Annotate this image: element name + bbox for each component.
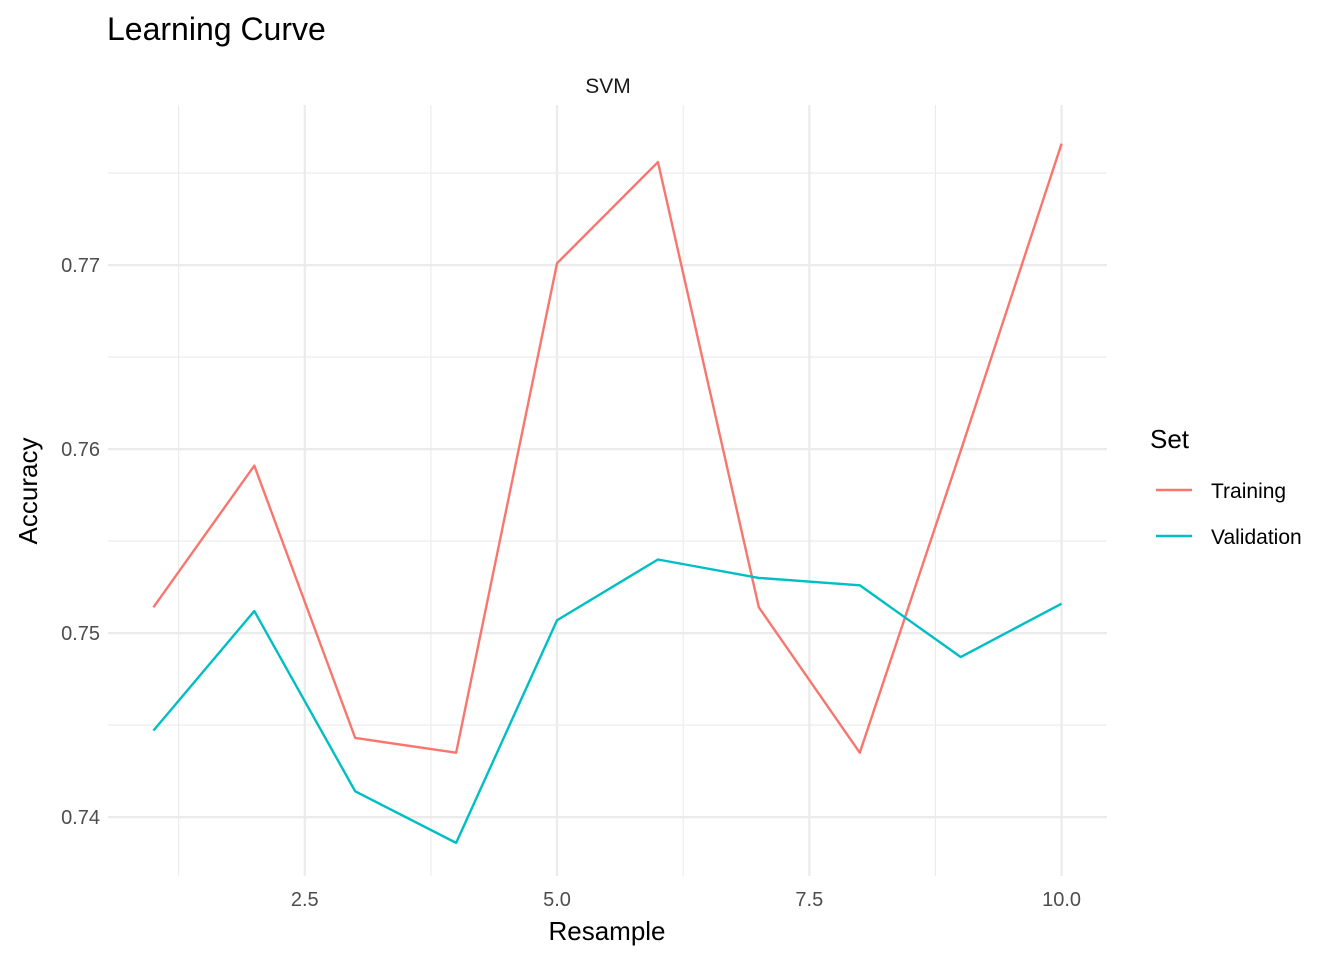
legend-label-validation: Validation [1211, 526, 1302, 549]
y-tick-label-0: 0.74 [61, 807, 100, 829]
x-axis-title: Resample [548, 916, 665, 946]
minor-gridlines-y [108, 172, 1107, 726]
major-gridlines-x [303, 105, 1063, 876]
legend-title: Set [1150, 424, 1190, 454]
legend: Set Training Validation [1150, 424, 1302, 549]
y-tick-label-2: 0.76 [61, 439, 100, 461]
series-lines [152, 143, 1063, 845]
minor-gridlines-x [178, 105, 937, 876]
chart-title: Learning Curve [107, 11, 326, 47]
facet-strip-label: SVM [585, 75, 631, 98]
legend-items: Training Validation [1156, 480, 1302, 549]
x-tick-label-3: 10.0 [1042, 889, 1081, 911]
y-axis-tick-labels: 0.74 0.75 0.76 0.77 [61, 255, 100, 829]
y-tick-label-1: 0.75 [61, 623, 100, 645]
x-tick-label-1: 5.0 [543, 889, 571, 911]
x-tick-label-2: 7.5 [795, 889, 823, 911]
major-gridlines-y [108, 263, 1107, 819]
series-line-training [152, 143, 1063, 754]
y-tick-label-3: 0.77 [61, 255, 100, 277]
y-axis-title: Accuracy [13, 438, 43, 545]
legend-label-training: Training [1211, 480, 1286, 503]
series-line-validation [152, 558, 1063, 845]
x-axis-tick-labels: 2.5 5.0 7.5 10.0 [291, 889, 1081, 911]
x-tick-label-0: 2.5 [291, 889, 319, 911]
